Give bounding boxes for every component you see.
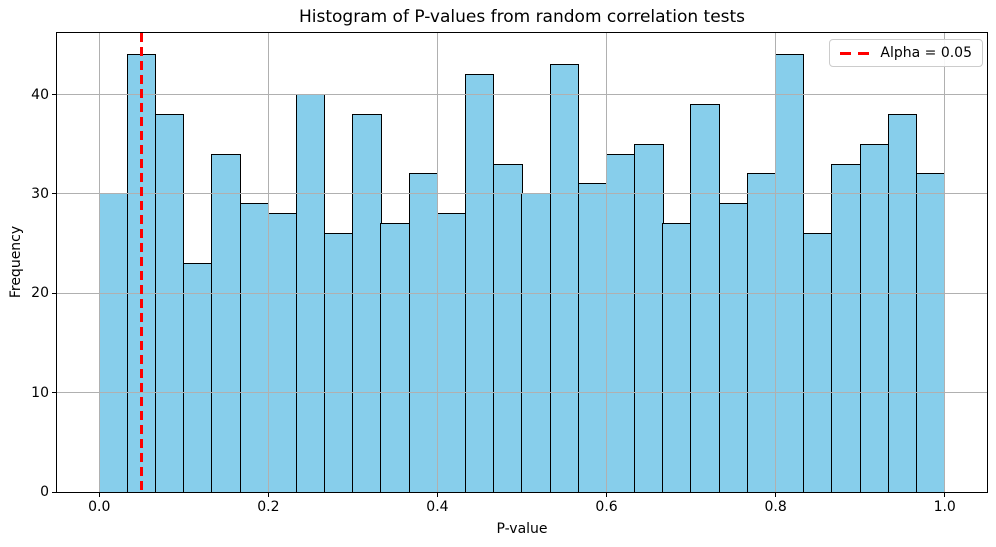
y-tick-label: 0 bbox=[40, 484, 49, 500]
histogram-bar bbox=[859, 143, 889, 492]
bars-layer bbox=[57, 33, 987, 492]
histogram-bar bbox=[324, 233, 354, 492]
y-tick-mark bbox=[52, 94, 56, 96]
y-tick-mark bbox=[52, 491, 56, 493]
histogram-bar bbox=[605, 153, 636, 492]
x-tick-mark bbox=[98, 493, 100, 497]
dashed-line-swatch bbox=[840, 51, 871, 55]
y-tick-label: 10 bbox=[31, 384, 49, 401]
x-tick-mark bbox=[944, 493, 946, 497]
gridline-vertical bbox=[606, 33, 608, 492]
y-tick-label: 30 bbox=[31, 185, 49, 202]
gridline-horizontal bbox=[57, 94, 987, 96]
histogram-bar bbox=[408, 173, 439, 492]
plot-area: Alpha = 0.05 bbox=[56, 32, 988, 493]
histogram-bar bbox=[352, 113, 382, 492]
gridline-vertical bbox=[98, 33, 100, 492]
alpha-threshold-line bbox=[140, 33, 144, 492]
y-tick-label: 40 bbox=[31, 86, 49, 103]
histogram-bar bbox=[634, 143, 664, 492]
x-tick-label: 0.2 bbox=[257, 499, 280, 515]
gridline-vertical bbox=[944, 33, 946, 492]
x-tick-label: 0.6 bbox=[595, 499, 618, 515]
y-tick-mark bbox=[52, 392, 56, 394]
gridline-horizontal bbox=[57, 193, 987, 195]
gridline-horizontal bbox=[57, 392, 987, 394]
legend-label: Alpha = 0.05 bbox=[880, 45, 972, 61]
chart-title: Histogram of P-values from random correl… bbox=[298, 7, 746, 27]
x-tick-label: 0.0 bbox=[88, 499, 111, 515]
gridline-vertical bbox=[775, 33, 777, 492]
gridline-horizontal bbox=[57, 292, 987, 294]
x-tick-mark bbox=[267, 493, 269, 497]
x-tick-label: 0.8 bbox=[764, 499, 787, 515]
gridline-vertical bbox=[436, 33, 438, 492]
histogram-bar bbox=[662, 223, 692, 492]
legend: Alpha = 0.05 bbox=[829, 39, 983, 67]
histogram-bar bbox=[718, 203, 749, 492]
y-tick-mark bbox=[52, 193, 56, 195]
y-tick-mark bbox=[52, 292, 56, 294]
x-tick-mark bbox=[606, 493, 608, 497]
x-tick-mark bbox=[775, 493, 777, 497]
x-tick-label: 0.4 bbox=[426, 499, 449, 515]
histogram-bar bbox=[549, 64, 579, 492]
y-tick-label: 20 bbox=[31, 285, 49, 302]
histogram-bar bbox=[211, 153, 241, 492]
gridline-horizontal bbox=[57, 491, 987, 492]
gridline-vertical bbox=[267, 33, 269, 492]
grid-layer bbox=[57, 33, 987, 492]
x-tick-mark bbox=[436, 493, 438, 497]
x-axis-label: P-value bbox=[496, 521, 548, 537]
x-tick-label: 1.0 bbox=[933, 499, 956, 515]
histogram-bar bbox=[521, 193, 551, 492]
